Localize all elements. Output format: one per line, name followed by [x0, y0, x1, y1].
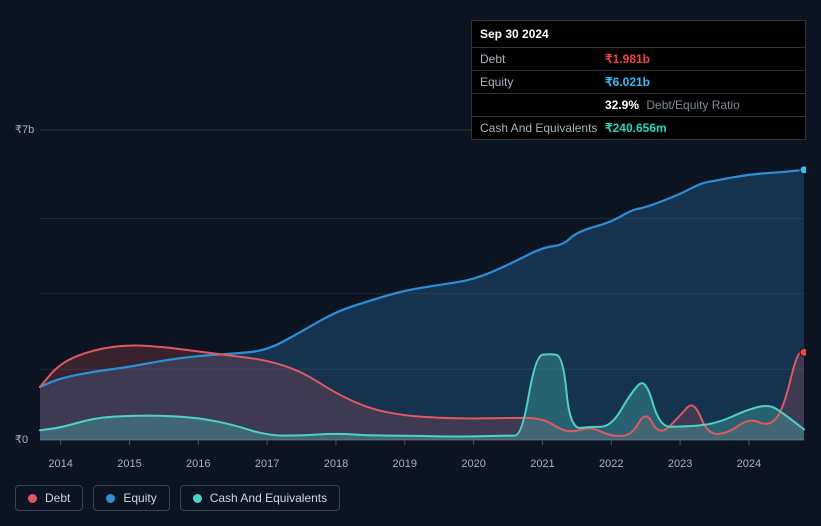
- debt-equity-chart: ₹7b ₹0 2014 2015 2016 2017 2018 2019 2020 2021 20…: [15, 125, 806, 470]
- legend-item-debt[interactable]: Debt: [15, 485, 83, 511]
- x-axis-label: 2024: [737, 458, 761, 470]
- y-axis-label: ₹7b: [15, 123, 34, 136]
- tooltip-row: Debt₹1.981b: [472, 48, 805, 71]
- legend-item-cash-and-equivalents[interactable]: Cash And Equivalents: [180, 485, 340, 511]
- tooltip-label: Cash And Equivalents: [480, 121, 605, 135]
- legend-label: Cash And Equivalents: [210, 491, 327, 505]
- x-axis-label: 2018: [324, 458, 348, 470]
- legend-dot: [106, 494, 115, 503]
- x-axis-label: 2022: [599, 458, 623, 470]
- tooltip-label: Equity: [480, 75, 605, 89]
- legend-label: Equity: [123, 491, 156, 505]
- legend-label: Debt: [45, 491, 70, 505]
- tooltip-value: 32.9% Debt/Equity Ratio: [605, 98, 740, 112]
- x-axis-label: 2014: [48, 458, 72, 470]
- x-axis-label: 2020: [461, 458, 485, 470]
- x-axis-label: 2015: [117, 458, 141, 470]
- tooltip-date: Sep 30 2024: [472, 21, 805, 48]
- chart-legend: Debt Equity Cash And Equivalents: [15, 485, 340, 511]
- legend-dot: [28, 494, 37, 503]
- tooltip-label: [480, 98, 605, 112]
- tooltip-row: Equity₹6.021b: [472, 71, 805, 94]
- tooltip-row: 32.9% Debt/Equity Ratio: [472, 94, 805, 117]
- chart-tooltip: Sep 30 2024 Debt₹1.981bEquity₹6.021b32.9…: [471, 20, 806, 140]
- x-axis-label: 2021: [530, 458, 554, 470]
- x-axis-label: 2023: [668, 458, 692, 470]
- x-axis-label: 2019: [393, 458, 417, 470]
- tooltip-row: Cash And Equivalents₹240.656m: [472, 117, 805, 139]
- x-axis-label: 2016: [186, 458, 210, 470]
- legend-dot: [193, 494, 202, 503]
- tooltip-value: ₹240.656m: [605, 121, 667, 135]
- tooltip-value: ₹1.981b: [605, 52, 650, 66]
- tooltip-value: ₹6.021b: [605, 75, 650, 89]
- y-axis-label: ₹0: [15, 433, 28, 446]
- x-axis-label: 2017: [255, 458, 279, 470]
- tooltip-label: Debt: [480, 52, 605, 66]
- legend-item-equity[interactable]: Equity: [93, 485, 169, 511]
